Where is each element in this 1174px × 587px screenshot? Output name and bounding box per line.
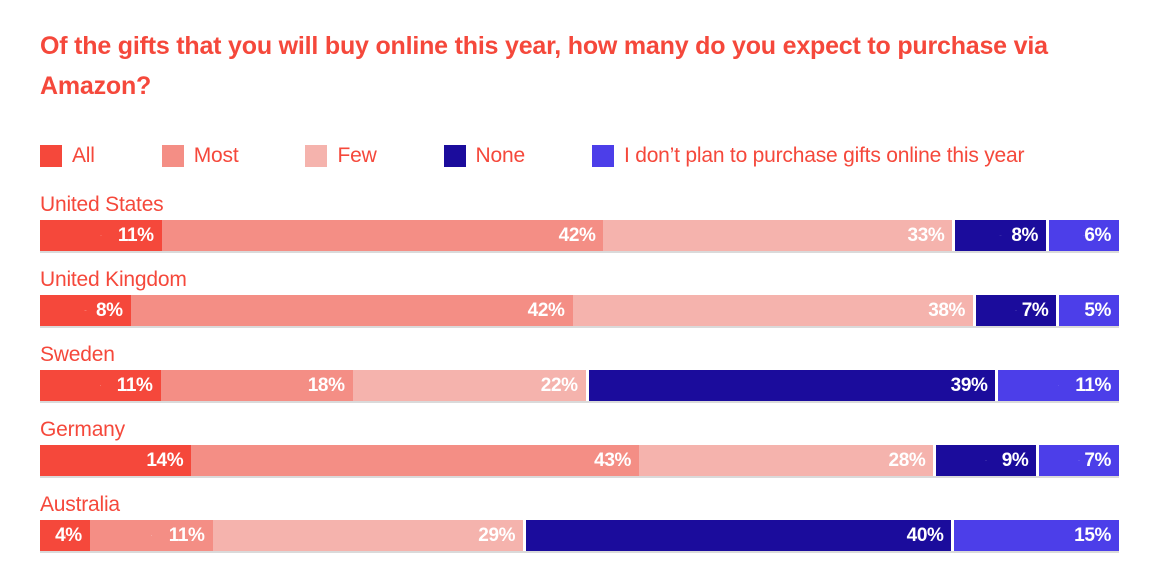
bar-segment: 11%	[89, 520, 213, 551]
bar-segment: 11%	[40, 370, 161, 401]
legend-label: I don’t plan to purchase gifts online th…	[623, 144, 1025, 167]
bar-row: Germany 14% 43% 28% 9% 7%	[40, 419, 1119, 476]
legend-swatch-icon	[443, 145, 466, 167]
bar-row: Australia 4% 11% 29% 40% 15%	[40, 494, 1119, 551]
bar-segment: 5%	[1056, 295, 1120, 326]
bar-segment: 18%	[160, 370, 353, 401]
legend-item: Few	[305, 144, 377, 168]
bar-segment: 14%	[40, 445, 192, 476]
country-label: United States	[40, 193, 164, 216]
legend-item: None	[443, 144, 526, 168]
bar-segment: 8%	[952, 220, 1047, 251]
bar-segment: 7%	[973, 295, 1057, 326]
bar-segment: 39%	[585, 370, 996, 401]
stacked-bar: 11% 42% 33% 8% 6%	[40, 220, 1119, 251]
bar-segment: 9%	[933, 445, 1037, 476]
bar-segment: 11%	[995, 370, 1119, 401]
bar-segment: 38%	[572, 295, 974, 326]
bar-row: United Kingdom 8% 42% 38% 7% 5%	[40, 268, 1120, 326]
bar-segment: 6%	[1046, 220, 1119, 251]
legend-swatch-icon	[161, 145, 184, 167]
stacked-bar: 8% 42% 38% 7% 5%	[40, 295, 1120, 326]
bar-segment: 15%	[951, 520, 1119, 551]
bar-segment: 11%	[40, 220, 162, 251]
legend-label: Few	[337, 144, 377, 167]
bar-segment: 43%	[191, 445, 639, 476]
country-label: United Kingdom	[40, 268, 187, 291]
stacked-bar: 11% 18% 22% 39% 11%	[40, 370, 1119, 401]
bar-segment: 7%	[1036, 445, 1119, 476]
legend-swatch-icon	[40, 145, 62, 167]
legend-item: Most	[161, 144, 239, 168]
bar-segment: 33%	[603, 220, 953, 251]
bar-segment: 4%	[40, 520, 90, 551]
bar-row: United States 11% 42% 33% 8% 6%	[40, 194, 1119, 251]
country-label: Australia	[40, 493, 120, 516]
legend-swatch-icon	[591, 145, 614, 167]
legend-label: None	[475, 144, 526, 167]
legend: All Most Few None I don’t plan to purchase g…	[40, 144, 1119, 168]
bar-segment: 40%	[523, 520, 952, 551]
legend-label: Most	[193, 144, 239, 167]
bar-row: Sweden 11% 18% 22% 39% 11%	[40, 344, 1119, 401]
bar-rows: United States 11% 42% 33% 8% 6% United Kingdom…	[40, 194, 1120, 551]
bar-segment: 42%	[161, 220, 604, 251]
country-label: Germany	[40, 418, 125, 441]
stacked-bar: 4% 11% 29% 40% 15%	[40, 520, 1119, 551]
chart-title: Of the gifts that you will buy online th…	[40, 32, 1048, 100]
bar-segment: 28%	[638, 445, 934, 476]
bar-segment: 8%	[40, 295, 131, 326]
bar-segment: 42%	[130, 295, 573, 326]
bar-segment: 22%	[352, 370, 586, 401]
legend-item: I don’t plan to purchase gifts online th…	[591, 144, 1025, 168]
legend-item: All	[40, 144, 95, 168]
country-label: Sweden	[40, 343, 115, 366]
bar-segment: 29%	[212, 520, 524, 551]
stacked-bar: 14% 43% 28% 9% 7%	[40, 445, 1119, 476]
legend-swatch-icon	[305, 145, 328, 167]
chart-page: Of the gifts that you will buy online th…	[40, 32, 1120, 551]
legend-label: All	[72, 144, 95, 167]
